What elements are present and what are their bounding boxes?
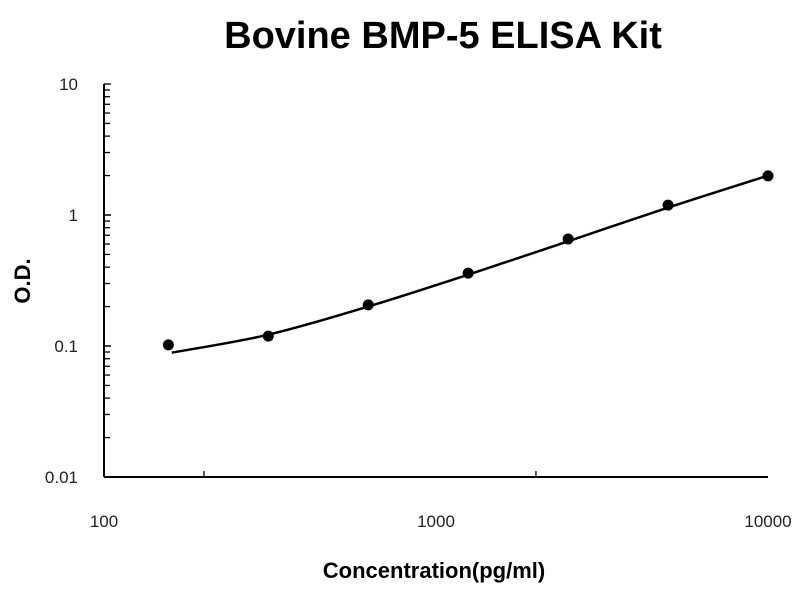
x-axis-label: Concentration(pg/ml) xyxy=(323,558,545,583)
y-axis-label: O.D. xyxy=(10,258,35,303)
data-point xyxy=(562,233,574,245)
chart-title: Bovine BMP-5 ELISA Kit xyxy=(224,15,662,57)
data-point xyxy=(762,170,774,182)
data-point xyxy=(262,330,274,342)
data-point xyxy=(662,199,674,211)
x-tick-label: 100 xyxy=(90,512,118,531)
data-point xyxy=(362,299,374,311)
y-tick-label: 0.01 xyxy=(45,468,78,487)
data-marks xyxy=(162,170,774,354)
y-tick-label: 0.1 xyxy=(54,337,78,356)
data-point xyxy=(462,267,474,279)
data-point xyxy=(162,339,174,351)
y-tick-label: 10 xyxy=(59,75,78,94)
x-tick-label: 1000 xyxy=(417,512,455,531)
axes: 0.01 0.1 1 10 100 1000 10000 xyxy=(45,75,792,531)
x-tick-label: 10000 xyxy=(744,512,791,531)
fit-curve xyxy=(171,174,769,354)
y-tick-label: 1 xyxy=(69,206,78,225)
